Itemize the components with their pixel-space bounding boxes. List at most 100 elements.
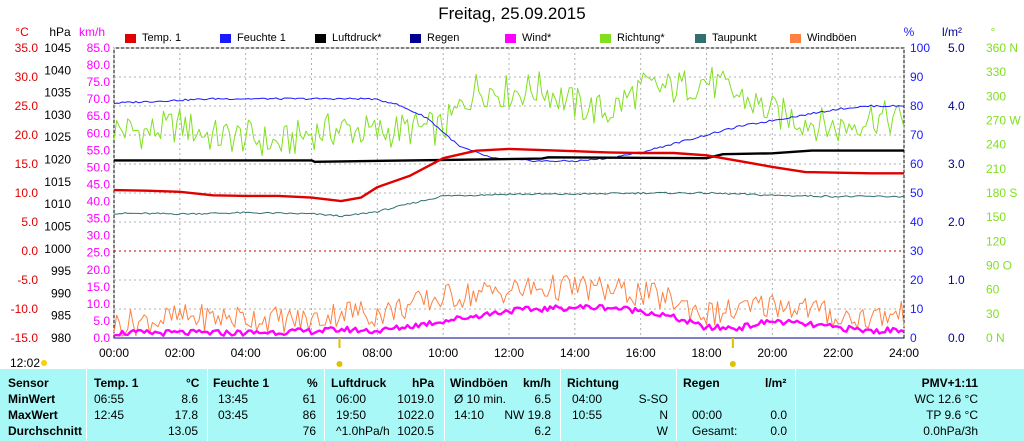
stats-cell-dir-v: S-SO [638,392,668,406]
sunrise-marker-dot [336,361,343,367]
direction-tick-label: 330 [986,65,1006,79]
humidity-tick-label: 50 [910,186,924,200]
temp-tick-label: 20.0 [15,128,39,142]
rain-tick-label: 0.0 [948,331,965,345]
legend-item: Feuchte 1 [220,30,286,46]
legend-label: Regen [427,32,460,44]
pressure-tick-label: 1035 [44,86,71,100]
header-temp: Temp. 1 [94,376,139,390]
direction-unit-label: ° [991,25,996,39]
column-divider [86,369,87,441]
stats-cell-temp-v: 17.8 [174,408,198,422]
series-layer [113,66,905,339]
humidity-tick-label: 70 [910,128,924,142]
legend-label: Wind* [522,32,552,44]
wind-tick-label: 70.0 [87,92,111,106]
stats-cell-press-v: 1020.5 [397,424,434,438]
rain-tick-label: 2.0 [948,215,965,229]
current-time-label: 12:02 [10,356,41,370]
header-pmv: PMV+1:11 [921,376,978,390]
pressure-tick-label: 995 [51,264,71,278]
marker-layer [41,338,736,367]
stats-cell-label: MaxWert [8,408,58,422]
wind-tick-label: 30.0 [87,229,111,243]
series-line-windb-en [113,274,905,337]
humidity-tick-label: 80 [910,99,924,113]
x-tick-label: 14:00 [560,346,590,360]
series-line-temp-1 [113,147,904,203]
x-tick-label: 22:00 [823,346,853,360]
column-divider [795,369,796,441]
series-line-taupunkt [114,191,905,218]
legend-label: Luftdruck* [332,32,382,44]
x-tick-label: 18:00 [691,346,721,360]
wind-tick-label: 40.0 [87,195,111,209]
wind-tick-label: 10.0 [87,297,111,311]
stats-cell-temp-t: 06:55 [94,392,125,406]
temp-tick-label: -5.0 [17,273,38,287]
pressure-unit-label: hPa [49,25,71,39]
wind-tick-label: 35.0 [87,212,111,226]
wind-tick-label: 60.0 [87,126,111,140]
header-sensor: Sensor [8,376,49,390]
stats-cell-press-t: 06:00 [336,392,367,406]
stats-cell-press-t: 19:50 [336,408,367,422]
column-divider [444,369,445,441]
legend: Temp. 1 Feuchte 1 Luftdruck* Regen Wind* Rich… [120,30,910,46]
pressure-tick-label: 980 [51,331,71,345]
header-wind: Windböen [450,376,508,390]
temp-tick-label: -15.0 [11,331,39,345]
stats-cell-dir-v: W [656,424,668,438]
x-tick-label: 12:00 [494,346,524,360]
rain-tick-label: 3.0 [948,157,965,171]
pressure-tick-label: 1030 [44,108,71,122]
direction-tick-label: 180 S [986,186,1017,200]
humidity-tick-label: 40 [910,215,924,229]
pressure-tick-label: 1010 [44,197,71,211]
humidity-tick-label: 100 [910,41,930,55]
stats-cell-temp-t: 12:45 [94,408,125,422]
rain-tick-label: 1.0 [948,273,965,287]
stats-cell-rain-t: Gesamt: [692,424,738,438]
pressure-tick-label: 1000 [44,242,71,256]
legend-swatch [125,33,136,43]
x-tick-label: 04:00 [231,346,261,360]
legend-item: Regen [410,30,459,46]
pressure-tick-label: 990 [51,286,71,300]
x-tick-label: 06:00 [296,346,326,360]
stats-cell-dir-v: N [659,408,668,422]
temp-tick-label: 0.0 [21,244,38,258]
temp-tick-label: 25.0 [15,99,39,113]
stats-cell-pmv: 0.0hPa/3h [923,424,978,438]
x-tick-label: 16:00 [626,346,656,360]
header-pressure-unit: hPa [412,376,435,390]
stats-cell-hum-v: 86 [302,408,316,422]
stats-cell-dir-t: 10:55 [572,408,603,422]
legend-swatch [315,33,326,43]
stats-cell-hum-v: 76 [302,424,316,438]
stats-cell-label: MinWert [8,392,56,406]
legend-item: Richtung* [600,30,665,46]
x-tick-label: 08:00 [362,346,392,360]
stats-table: Sensor Temp. 1 °C Feuchte 1 % Luftdruck … [0,369,1024,441]
stats-cell-hum-v: 61 [302,392,316,406]
wind-tick-label: 65.0 [87,109,111,123]
humidity-tick-label: 90 [910,70,924,84]
pressure-tick-label: 985 [51,309,71,323]
direction-tick-label: 210 [986,162,1006,176]
legend-item: Windböen [790,30,857,46]
direction-tick-label: 360 N [986,41,1018,55]
temp-tick-label: 15.0 [15,157,39,171]
legend-label: Feuchte 1 [237,32,286,44]
legend-item: Taupunkt [695,30,757,46]
stats-cell-wind-t: Ø 10 min. [454,392,507,406]
weather-chart: 35.0 30.0 25.0 20.0 15.0 10.0 5.0 0.0 -5.0 -10.0 -… [11,25,1021,367]
rain-tick-label: 5.0 [948,41,965,55]
direction-tick-label: 0 N [986,331,1005,345]
stats-cell-wind-v: 6.2 [534,424,551,438]
stats-cell-pmv: WC 12.6 °C [914,392,978,406]
stats-cell-temp-v: 13.05 [167,424,198,438]
series-line-richtung [113,66,905,157]
pressure-tick-label: 1005 [44,219,71,233]
pressure-tick-label: 1040 [44,63,71,77]
